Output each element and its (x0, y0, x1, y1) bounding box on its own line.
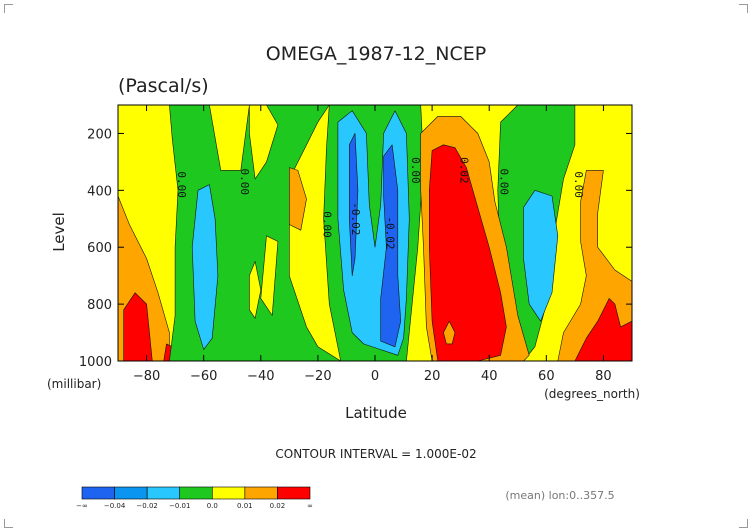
crop-mark-bottom-left (4, 519, 13, 528)
contour-label: 0.00 (238, 169, 251, 196)
x-tick-label: −60 (190, 369, 217, 384)
x-tick-label: −40 (247, 369, 274, 384)
contour-label: 0.00 (498, 169, 511, 196)
y-axis-label: Level (50, 212, 68, 252)
contour-label: 0.00 (409, 157, 422, 184)
colorbar-label: 0.0 (207, 502, 218, 510)
colorbar-label: −0.04 (104, 502, 126, 510)
colorbar-swatch (277, 486, 311, 500)
contour-bands (117, 104, 633, 362)
x-unit-label: (degrees_north) (544, 387, 640, 401)
colorbar-label: −0.02 (136, 502, 157, 510)
axis-ticks: −80 −60 −40 −20 0 20 40 60 80 1000 800 600 400 200 (79, 105, 632, 384)
colorbar: −∞ −0.04 −0.02 −0.01 0.0 0.01 0.02 ∞ (76, 486, 313, 510)
contour-labels: 0.00 0.00 0.00 -0.02 -0.02 0.00 0.02 0.00 0.00 (175, 157, 585, 249)
x-tick-label: 0 (371, 369, 379, 384)
contour-band (443, 320, 456, 345)
colorbar-swatch (211, 486, 246, 500)
x-tick-label: −20 (304, 369, 331, 384)
contour-label: -0.02 (349, 202, 362, 235)
y-tick-label: 600 (87, 241, 112, 256)
crop-mark-bottom-right (739, 519, 748, 528)
y-tick-label: 400 (87, 184, 112, 199)
contour-band (380, 144, 402, 348)
colorbar-label: ∞ (307, 502, 313, 510)
contour-label: 0.00 (175, 171, 188, 198)
crop-mark-top-left (4, 4, 13, 13)
contour-band (428, 144, 507, 362)
contour-label: 0.02 (458, 157, 471, 184)
colorbar-swatch (244, 486, 278, 500)
contour-band (523, 190, 559, 322)
y-tick-label: 800 (87, 298, 112, 313)
colorbar-swatch (114, 486, 148, 500)
x-tick-label: 60 (538, 369, 555, 384)
contour-label: -0.02 (383, 216, 396, 249)
crop-mark-top-right (739, 4, 748, 13)
contour-band (288, 167, 307, 231)
colorbar-swatch (179, 486, 213, 500)
colorbar-label: 0.02 (270, 502, 286, 510)
colorbar-label: −0.01 (169, 502, 190, 510)
contour-label: 0.00 (321, 211, 334, 238)
colorbar-swatch (81, 486, 115, 500)
contour-band (249, 261, 262, 319)
y-tick-label: 1000 (79, 355, 112, 370)
x-tick-label: 20 (424, 369, 441, 384)
contour-band (260, 235, 279, 316)
contour-interval: CONTOUR INTERVAL = 1.000E-02 (275, 447, 476, 461)
contour-band (191, 184, 219, 350)
contour-label: 0.00 (572, 171, 585, 198)
colorbar-swatch (146, 486, 181, 500)
x-axis-label: Latitude (345, 404, 407, 422)
contour-band (348, 133, 359, 277)
colorbar-label: 0.01 (237, 502, 253, 510)
x-tick-label: 40 (481, 369, 498, 384)
colorbar-label: −∞ (76, 502, 88, 510)
y-unit-label: (millibar) (47, 377, 101, 391)
x-tick-label: −80 (133, 369, 160, 384)
x-tick-label: 80 (595, 369, 612, 384)
footnote: (mean) lon:0..357.5 (505, 489, 614, 502)
y-tick-label: 200 (87, 127, 112, 142)
chart-title: OMEGA_1987-12_NCEP (266, 43, 486, 65)
chart-units: (Pascal/s) (118, 75, 209, 97)
